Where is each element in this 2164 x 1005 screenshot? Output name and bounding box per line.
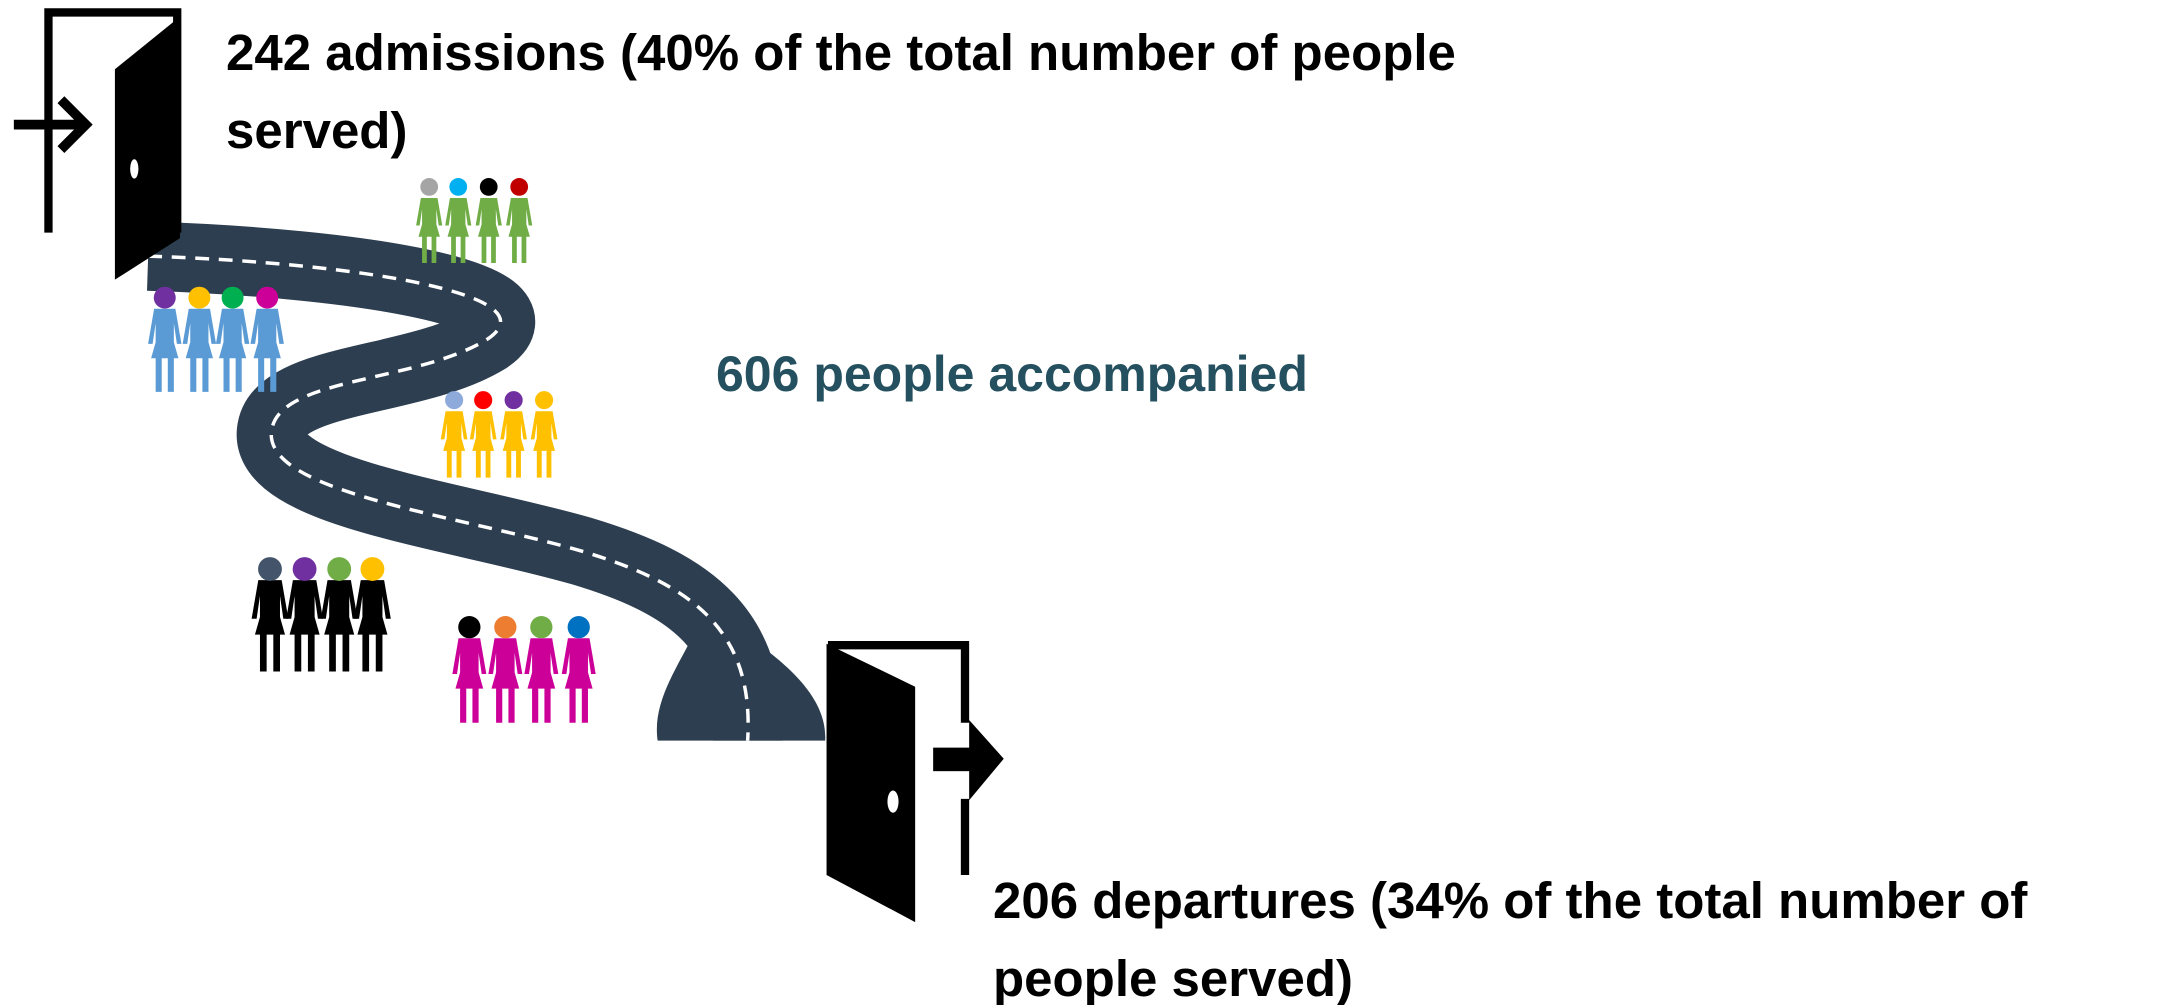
person-body bbox=[530, 411, 558, 478]
person-head bbox=[567, 616, 590, 639]
accompanied-text: 606 people accompanied bbox=[716, 346, 1308, 402]
entry-door bbox=[13, 8, 182, 280]
departures-text: 206 departures (34% of the total number … bbox=[993, 872, 2028, 1005]
person-body bbox=[469, 411, 497, 478]
road bbox=[147, 221, 859, 783]
person-head bbox=[530, 616, 553, 639]
road-end bbox=[636, 740, 859, 783]
admissions-text: 242 admissions (40% of the total number … bbox=[226, 24, 1456, 159]
person-body bbox=[445, 197, 472, 264]
exit-arrow-shaft bbox=[933, 747, 972, 772]
person-head bbox=[292, 557, 317, 581]
person-head bbox=[360, 557, 385, 581]
person-body bbox=[320, 580, 358, 672]
person-body bbox=[500, 411, 528, 478]
person-body bbox=[561, 638, 596, 723]
artwork bbox=[13, 8, 1004, 923]
exit-door bbox=[826, 641, 1004, 923]
person-body bbox=[488, 638, 523, 723]
person-head bbox=[535, 391, 554, 410]
door-panel bbox=[114, 16, 180, 280]
person-head bbox=[479, 178, 498, 196]
people-group bbox=[440, 391, 558, 478]
person-head bbox=[256, 286, 279, 309]
person-head bbox=[458, 616, 481, 639]
door-frame bbox=[827, 641, 970, 876]
person-body bbox=[250, 308, 284, 392]
door-knob bbox=[887, 790, 899, 813]
people-group bbox=[148, 286, 284, 392]
person-head bbox=[474, 391, 493, 410]
door-knob bbox=[130, 159, 139, 179]
person-body bbox=[475, 197, 502, 264]
person-body bbox=[251, 580, 289, 672]
person-body bbox=[286, 580, 323, 672]
people-group bbox=[416, 178, 533, 264]
person-head bbox=[420, 178, 439, 196]
person-body bbox=[215, 308, 250, 392]
entry-arrow bbox=[13, 96, 93, 153]
door-panel bbox=[826, 643, 916, 923]
person-body bbox=[416, 197, 443, 264]
exit-arrow-head bbox=[969, 719, 1004, 801]
person-head bbox=[494, 616, 517, 639]
person-body bbox=[452, 638, 487, 723]
person-head bbox=[445, 391, 464, 410]
person-head bbox=[153, 286, 176, 309]
person-head bbox=[504, 391, 523, 410]
road-surface bbox=[147, 221, 783, 750]
person-head bbox=[327, 557, 352, 581]
person-body bbox=[440, 411, 468, 478]
person-head bbox=[188, 286, 211, 309]
person-body bbox=[506, 197, 533, 264]
person-body bbox=[148, 308, 182, 392]
person-body bbox=[182, 308, 217, 392]
person-head bbox=[221, 286, 244, 309]
person-head bbox=[510, 178, 529, 196]
person-head bbox=[258, 557, 282, 581]
person-body bbox=[524, 638, 559, 723]
people-group bbox=[452, 616, 596, 723]
people-group bbox=[251, 557, 391, 672]
person-head bbox=[449, 178, 468, 196]
person-body bbox=[354, 580, 391, 672]
